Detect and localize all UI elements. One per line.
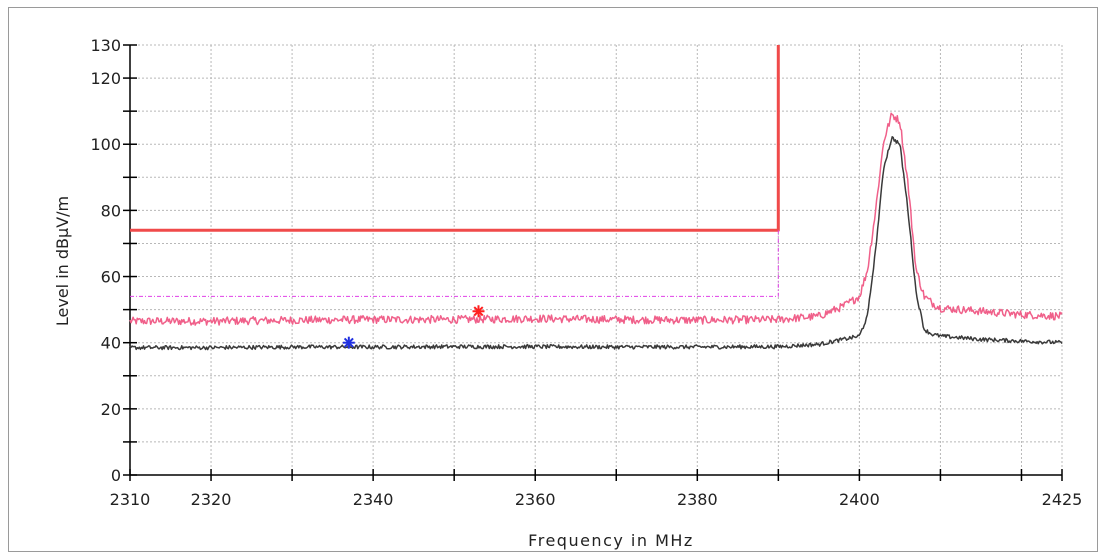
x-tick-label: 2320	[191, 490, 232, 509]
x-axis-title: Frequency in MHz	[528, 531, 694, 550]
peak-trace-line	[129, 112, 1063, 326]
markers	[342, 305, 485, 349]
y-tick-label: 100	[90, 135, 121, 154]
marker-stroke	[343, 337, 354, 348]
x-tick-label: 2360	[515, 490, 556, 509]
marker-stroke	[473, 306, 484, 317]
y-tick-label: 130	[90, 36, 121, 55]
peak-marker	[472, 305, 485, 318]
y-tick-label: 20	[101, 400, 121, 419]
average-trace-line	[129, 136, 1063, 351]
x-tick-label: 2310	[110, 490, 151, 509]
chart-frame	[8, 7, 1098, 552]
y-tick-label: 120	[90, 69, 121, 88]
y-tick-label: 40	[101, 334, 121, 353]
x-tick-label: 2425	[1042, 490, 1083, 509]
average-marker	[342, 336, 355, 349]
axis-ticks	[123, 44, 1063, 481]
y-tick-label: 80	[101, 201, 121, 220]
tick-labels: 2310 2320 2340 2360 2380 2400 2425 0 20 40 60 80 100…	[90, 36, 1082, 509]
y-axis-title: Level in dBµV/m	[53, 196, 72, 326]
grid	[130, 44, 1063, 475]
x-tick-label: 2380	[677, 490, 718, 509]
y-tick-label: 0	[111, 466, 121, 485]
average-limit-line	[130, 230, 779, 297]
x-tick-label: 2400	[839, 490, 880, 509]
x-tick-label: 2340	[353, 490, 394, 509]
traces	[129, 45, 1063, 351]
y-tick-label: 60	[101, 268, 121, 287]
